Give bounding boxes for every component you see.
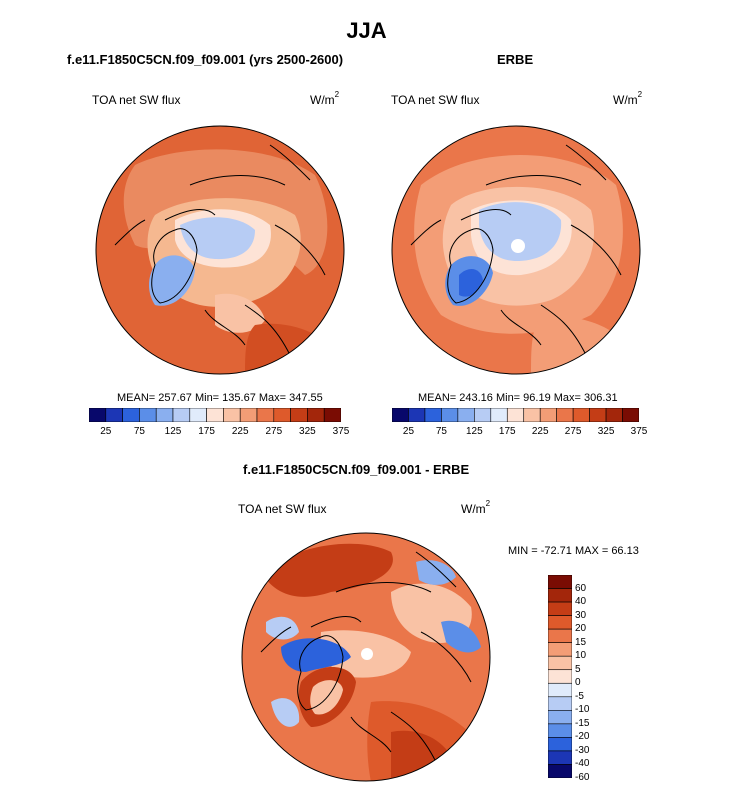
panel-model-colorbar-tick-label: 25	[100, 426, 112, 437]
panel-obs-colorbar-swatch	[556, 408, 574, 422]
panel-diff-colorbar-tick-label: -60	[575, 772, 590, 783]
panel-model-colorbar-swatch	[223, 408, 241, 422]
panel-model-colorbar-swatch	[323, 408, 341, 422]
panel-diff-colorbar-swatch	[548, 723, 572, 738]
panel-diff-colorbar-tick-label: -20	[575, 731, 590, 743]
panel-model-colorbar-swatch	[290, 408, 308, 422]
panel-model-colorbar-swatch	[189, 408, 207, 422]
panel-model-colorbar-swatch	[122, 408, 140, 422]
panel-obs-colorbar-swatch	[424, 408, 442, 422]
panel-model-colorbar-tick-label: 375	[332, 426, 350, 437]
panel-model-units-label: W/m2	[310, 90, 340, 107]
panel-diff-colorbar-tick-label: 60	[575, 582, 587, 594]
panel-diff-colorbar-tick-label: 20	[575, 623, 587, 635]
panel-obs-colorbar-swatch	[622, 408, 639, 422]
panel-obs-title: ERBE	[497, 52, 534, 67]
panel-diff-colorbar-swatch	[548, 764, 572, 778]
panel-diff-colorbar-swatch	[548, 601, 572, 616]
panel-diff-colorbar-swatch	[548, 615, 572, 630]
panel-obs-colorbar-swatch	[523, 408, 541, 422]
panel-obs-colorbar-swatch	[457, 408, 475, 422]
panel-model-colorbar-swatch	[89, 408, 107, 422]
panel-model-colorbar-swatch	[155, 408, 174, 422]
panel-obs-colorbar-tick-label: 225	[531, 426, 549, 437]
panel-obs-stats: MEAN= 243.16 Min= 96.19 Max= 306.31	[418, 392, 618, 404]
panel-model-colorbar-tick-label: 175	[198, 426, 215, 437]
panel-obs-colorbar-tick-label: 375	[630, 426, 648, 437]
panel-diff-colorbar-tick-label: -10	[575, 704, 590, 716]
panel-diff-colorbar-swatch	[548, 737, 572, 752]
panel-model-colorbar-tick-label: 125	[164, 426, 182, 437]
panel-diff-colorbar-swatch	[548, 642, 572, 657]
panel-diff-colorbar-swatch	[548, 588, 572, 603]
panel-model-colorbar-swatch	[239, 408, 258, 422]
panel-diff-colorbar-tick-label: -15	[575, 717, 590, 729]
panel-obs-variable-label: TOA net SW flux	[391, 93, 480, 107]
panel-diff-colorbar-swatch	[548, 575, 572, 589]
panel-obs-units-label: W/m2	[613, 90, 643, 107]
panel-diff-colorbar-swatch	[548, 669, 572, 684]
panel-diff-colorbar-swatch	[548, 682, 572, 698]
panel-model-colorbar-tick-label: 225	[231, 426, 249, 437]
panel-obs-colorbar-swatch	[392, 408, 409, 422]
panel-model-colorbar-tick-label: 275	[265, 426, 283, 437]
panel-diff-colorbar-swatch	[548, 750, 572, 765]
panel-obs-colorbar-swatch	[408, 408, 426, 422]
panel-diff-colorbar-tick-label: 0	[575, 677, 581, 689]
panel-obs-colorbar-swatch	[589, 408, 607, 422]
panel-model-title: f.e11.F1850C5CN.f09_f09.001 (yrs 2500-26…	[67, 52, 344, 67]
panel-obs-colorbar-tick-label: 275	[564, 426, 582, 437]
panel-obs-map	[391, 125, 641, 375]
panel-obs-colorbar-swatch	[572, 408, 590, 422]
panel-model-colorbar-swatch	[256, 408, 275, 422]
panel-model-colorbar-swatch	[105, 408, 123, 422]
panel-model-map	[95, 125, 345, 375]
panel-diff-colorbar	[548, 575, 572, 778]
panel-diff-map	[241, 532, 491, 782]
panel-diff-units-label: W/m2	[461, 499, 491, 516]
panel-diff-stats: MIN = -72.71 MAX = 66.13	[508, 545, 639, 557]
panel-diff-colorbar-swatch	[548, 655, 572, 671]
panel-model-colorbar-swatch	[273, 408, 291, 422]
panel-model-colorbar-tick-label: 325	[299, 426, 316, 437]
panel-diff-colorbar-tick-label: 30	[575, 609, 587, 621]
panel-diff-colorbar-swatch	[548, 628, 572, 643]
panel-diff-colorbar-tick-label: -5	[575, 690, 584, 702]
panel-model-colorbar-swatch	[307, 408, 325, 422]
panel-model-variable-label: TOA net SW flux	[92, 93, 181, 107]
panel-obs-colorbar-swatch	[474, 408, 492, 422]
panel-obs-colorbar-swatch	[490, 408, 508, 422]
panel-diff-colorbar-tick-label: -30	[575, 744, 590, 756]
panel-diff-colorbar-tick-label: 5	[575, 663, 581, 675]
panel-diff-colorbar-tick-label: 10	[575, 650, 587, 662]
panel-diff-colorbar-swatch	[548, 710, 572, 725]
panel-obs-colorbar-tick-label: 325	[597, 426, 615, 437]
panel-obs-colorbar-tick-label: 75	[435, 426, 447, 437]
panel-model-colorbar-swatch	[172, 408, 191, 422]
panel-model-colorbar	[89, 408, 341, 422]
panel-diff-colorbar-tick-label: -40	[575, 758, 590, 770]
panel-model-colorbar-swatch	[139, 408, 157, 422]
panel-diff-title: f.e11.F1850C5CN.f09_f09.001 - ERBE	[243, 462, 470, 477]
panel-diff-variable-label: TOA net SW flux	[238, 502, 327, 516]
panel-obs-colorbar-tick-label: 25	[402, 426, 415, 437]
panel-obs-colorbar-swatch	[605, 408, 623, 422]
panel-obs-colorbar-swatch	[441, 408, 459, 422]
panel-obs-colorbar-tick-label: 125	[465, 426, 483, 437]
panel-obs-colorbar-tick-label: 175	[498, 426, 516, 437]
panel-model-colorbar-swatch	[206, 408, 224, 422]
panel-obs-colorbar-swatch	[539, 408, 557, 422]
panel-diff-colorbar-swatch	[548, 696, 572, 711]
panel-diff-colorbar-tick-label: 15	[575, 636, 587, 648]
panel-obs-colorbar	[392, 408, 639, 422]
panel-model-stats: MEAN= 257.67 Min= 135.67 Max= 347.55	[117, 392, 323, 404]
figure-title: JJA	[346, 18, 387, 43]
panel-model-colorbar-tick-label: 75	[133, 426, 145, 437]
panel-obs-colorbar-swatch	[506, 408, 525, 422]
panel-diff-colorbar-tick-label: 40	[575, 596, 587, 608]
